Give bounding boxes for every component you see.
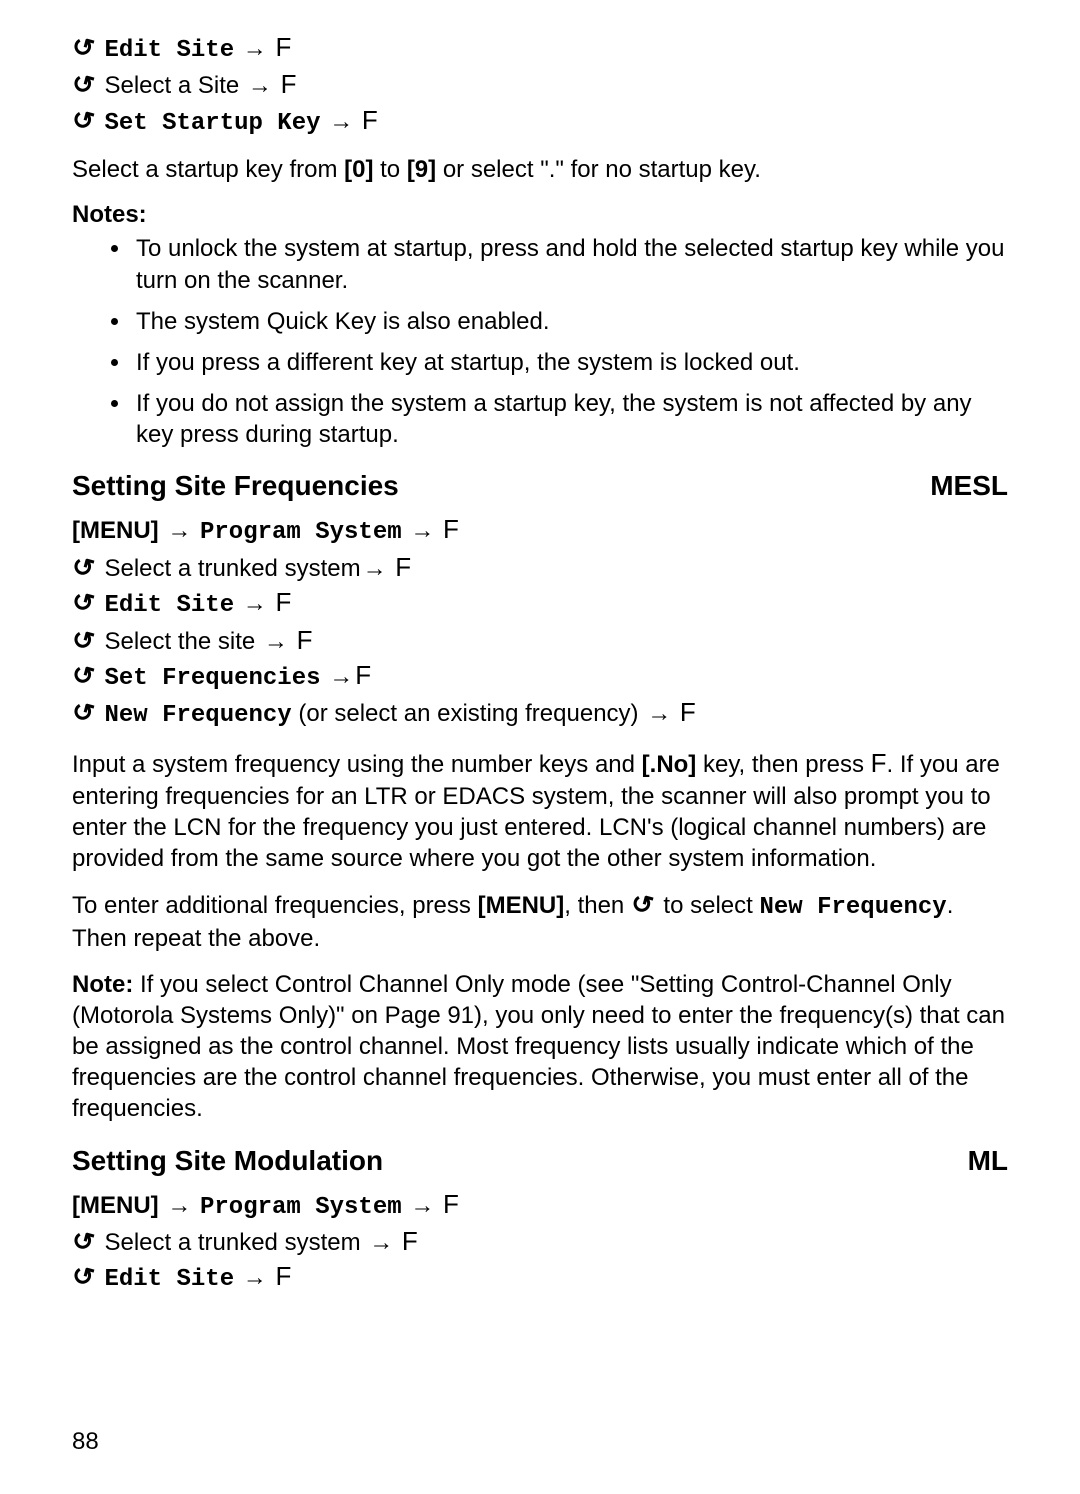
f-key: F bbox=[275, 587, 291, 617]
key-label: [0] bbox=[344, 156, 373, 183]
menu-item: Program System bbox=[200, 1194, 402, 1221]
document-page: ↺ Edit Site → F ↺ Select a Site → F ↺ Se… bbox=[0, 0, 1080, 1494]
arrow-icon: → bbox=[246, 72, 274, 99]
text-segment: Input a system frequency using the numbe… bbox=[72, 751, 642, 778]
menu-item: Set Startup Key bbox=[104, 110, 320, 137]
menu-key: [MENU] bbox=[478, 892, 565, 919]
f-key: F bbox=[402, 1226, 418, 1256]
f-key: F bbox=[871, 748, 887, 778]
nav-text: Select a trunked system bbox=[98, 555, 361, 582]
freq-paragraph-2: To enter additional frequencies, press [… bbox=[72, 888, 1008, 954]
arrow-icon: → bbox=[361, 555, 389, 582]
menu-item: Set Frequencies bbox=[104, 665, 320, 692]
menu-item: New Frequency bbox=[104, 702, 291, 729]
key-label: [9] bbox=[407, 156, 436, 183]
nav-line-edit-site: ↺ Edit Site → F bbox=[72, 30, 1008, 67]
nav-text: (or select an existing frequency) bbox=[292, 700, 639, 727]
arrow-icon: → bbox=[327, 663, 355, 690]
notes-heading: Notes: bbox=[72, 201, 1008, 229]
nav-line-edit-site: ↺ Edit Site → F bbox=[72, 585, 1008, 622]
nav-line-set-startup: ↺ Set Startup Key → F bbox=[72, 103, 1008, 140]
nav-line-set-freq: ↺ Set Frequencies →F bbox=[72, 658, 1008, 695]
scroll-icon: ↺ bbox=[68, 28, 98, 68]
f-key: F bbox=[297, 625, 313, 655]
f-key: F bbox=[443, 514, 459, 544]
nav-line-select-site: ↺ Select a Site → F bbox=[72, 67, 1008, 102]
arrow-icon: → bbox=[165, 1192, 193, 1219]
freq-paragraph-1: Input a system frequency using the numbe… bbox=[72, 747, 1008, 874]
section-heading-row: Setting Site Modulation ML bbox=[72, 1145, 1008, 1177]
note-label: Note: bbox=[72, 971, 133, 998]
scroll-icon: ↺ bbox=[627, 886, 657, 924]
section-title: Setting Site Modulation bbox=[72, 1145, 383, 1177]
text-segment: key, then press bbox=[696, 751, 870, 778]
scroll-icon: ↺ bbox=[68, 548, 98, 588]
arrow-icon: → bbox=[327, 108, 355, 135]
f-key: F bbox=[275, 32, 291, 62]
arrow-icon: → bbox=[165, 517, 193, 544]
text-segment: If you select Control Channel Only mode … bbox=[72, 971, 1005, 1123]
note-item: The system Quick Key is also enabled. bbox=[132, 306, 1008, 337]
section-heading-row: Setting Site Frequencies MESL bbox=[72, 470, 1008, 502]
nav-line-edit-site: ↺ Edit Site → F bbox=[72, 1259, 1008, 1296]
f-key: F bbox=[443, 1189, 459, 1219]
section-tag: ML bbox=[968, 1145, 1008, 1177]
arrow-icon: → bbox=[408, 517, 436, 544]
text-segment: to select bbox=[657, 892, 760, 919]
section-title: Setting Site Frequencies bbox=[72, 470, 399, 502]
nav-line-menu: [MENU] → Program System → F bbox=[72, 1187, 1008, 1224]
f-key: F bbox=[281, 69, 297, 99]
nav-line-select-site: ↺ Select the site → F bbox=[72, 623, 1008, 658]
text-segment: To enter additional frequencies, press bbox=[72, 892, 478, 919]
f-key: F bbox=[395, 552, 411, 582]
f-key: F bbox=[680, 697, 696, 727]
notes-list: To unlock the system at startup, press a… bbox=[72, 233, 1008, 450]
arrow-icon: → bbox=[645, 700, 673, 727]
text-segment: Select a startup key from bbox=[72, 156, 344, 183]
scroll-icon: ↺ bbox=[68, 101, 98, 141]
text-segment: , then bbox=[564, 892, 631, 919]
nav-text: Select a Site bbox=[104, 72, 239, 99]
scroll-icon: ↺ bbox=[68, 656, 98, 696]
nav-line-new-freq: ↺ New Frequency (or select an existing f… bbox=[72, 695, 1008, 732]
nav-line-select-trunked: ↺ Select a trunked system → F bbox=[72, 1224, 1008, 1259]
page-number: 88 bbox=[72, 1428, 99, 1456]
scroll-icon: ↺ bbox=[68, 693, 98, 733]
menu-key: [MENU] bbox=[72, 517, 159, 544]
menu-key: [MENU] bbox=[72, 1192, 159, 1219]
section-tag: MESL bbox=[930, 470, 1008, 502]
nav-line-menu: [MENU] → Program System → F bbox=[72, 512, 1008, 549]
arrow-icon: → bbox=[262, 628, 290, 655]
note-item: To unlock the system at startup, press a… bbox=[132, 233, 1008, 295]
note-item: If you do not assign the system a startu… bbox=[132, 388, 1008, 450]
arrow-icon: → bbox=[241, 590, 269, 617]
scroll-icon: ↺ bbox=[68, 65, 98, 105]
note-item: If you press a different key at startup,… bbox=[132, 347, 1008, 378]
arrow-icon: → bbox=[408, 1192, 436, 1219]
scroll-icon: ↺ bbox=[68, 1257, 98, 1297]
text-segment: to bbox=[373, 156, 406, 183]
f-key: F bbox=[275, 1261, 291, 1291]
nav-text: Select the site bbox=[98, 628, 255, 655]
nav-text: Select a trunked system bbox=[98, 1229, 361, 1256]
menu-item: Program System bbox=[200, 519, 402, 546]
scroll-icon: ↺ bbox=[68, 1222, 98, 1262]
menu-item: Edit Site bbox=[104, 592, 234, 619]
f-key: F bbox=[355, 660, 371, 690]
arrow-icon: → bbox=[367, 1229, 395, 1256]
scroll-icon: ↺ bbox=[68, 583, 98, 623]
scroll-icon: ↺ bbox=[68, 620, 98, 660]
f-key: F bbox=[362, 105, 378, 135]
menu-item: New Frequency bbox=[759, 894, 946, 921]
freq-note-paragraph: Note: If you select Control Channel Only… bbox=[72, 969, 1008, 1125]
text-segment: or select "." for no startup key. bbox=[436, 156, 761, 183]
arrow-icon: → bbox=[241, 1264, 269, 1291]
startup-key-paragraph: Select a startup key from [0] to [9] or … bbox=[72, 154, 1008, 185]
menu-item: Edit Site bbox=[104, 1266, 234, 1293]
key-label: [.No] bbox=[642, 751, 697, 778]
menu-item: Edit Site bbox=[104, 37, 234, 64]
nav-line-select-trunked: ↺ Select a trunked system→ F bbox=[72, 550, 1008, 585]
arrow-icon: → bbox=[241, 35, 269, 62]
